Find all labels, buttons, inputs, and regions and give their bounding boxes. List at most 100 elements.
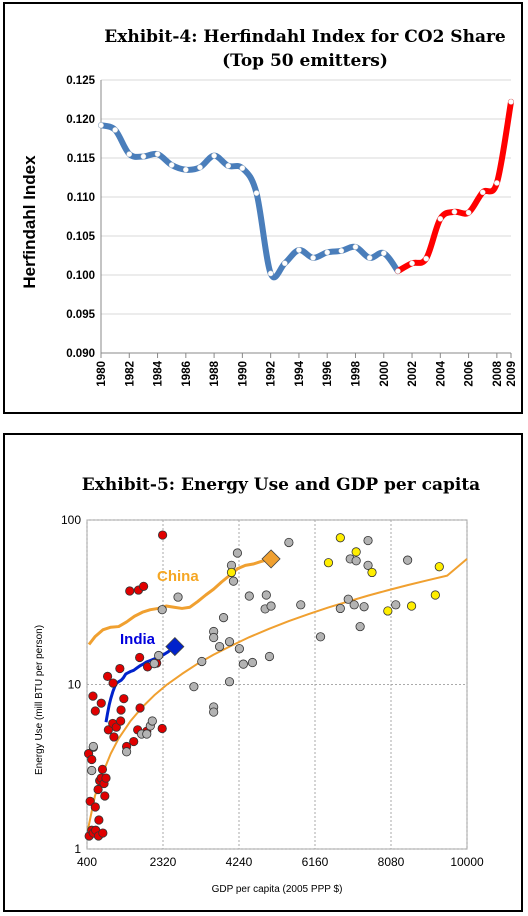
x-tick-label: 1994 [294, 360, 306, 386]
x-tick-label: 2000 [379, 361, 391, 387]
x-tick-label: 1992 [266, 361, 278, 387]
red-country-point [87, 754, 97, 765]
red-country-point [116, 716, 126, 726]
y-tick-label: 100 [61, 513, 81, 527]
red-country-point [157, 723, 167, 734]
data-point [437, 215, 444, 222]
gray-country-point [218, 613, 229, 623]
data-point [380, 250, 387, 257]
x-tick-label: 2006 [464, 361, 476, 387]
gray-country-point [315, 632, 326, 642]
gray-country-point [121, 747, 132, 757]
data-point [508, 98, 514, 105]
y-tick-label: 0.105 [66, 231, 95, 243]
china-line [87, 557, 272, 646]
india-marker [165, 637, 185, 657]
data-point [338, 247, 345, 254]
data-point [253, 190, 260, 196]
x-tick-label: 2008 [492, 360, 504, 386]
red-country-point [119, 694, 129, 704]
yellow-country-point [226, 567, 237, 578]
india-label: India [120, 631, 156, 648]
data-point [182, 166, 189, 173]
data-point [465, 209, 472, 216]
red-country-point [94, 815, 104, 825]
data-point [168, 162, 175, 168]
gray-country-point [244, 591, 254, 601]
x-tick-label: 2009 [506, 361, 518, 387]
y-tick-label: 0.125 [66, 75, 95, 87]
red-country-point [109, 732, 119, 742]
x-tick-label: 2002 [407, 361, 419, 387]
data-point [112, 127, 118, 133]
red-country-point [108, 678, 118, 688]
energy-gdp-chart: Exhibit-5: Energy Use and GDP per capita… [34, 475, 484, 895]
red-country-point [101, 773, 111, 783]
gray-country-point [234, 644, 244, 654]
yellow-country-point [323, 558, 334, 568]
data-point [494, 180, 500, 186]
yellow-country-point [351, 547, 361, 557]
gray-country-point [224, 637, 235, 647]
y-tick-label: 10 [68, 678, 82, 692]
y-tick-label: 1 [74, 842, 81, 856]
exhibit-4-panel: Exhibit-4: Herfindahl Index for CO2 Shar… [3, 2, 523, 414]
y-axis-label: Herfindahl Index [20, 155, 39, 289]
red-country-point [100, 791, 110, 801]
gray-country-point [391, 600, 401, 610]
gray-country-point [238, 659, 248, 669]
india-line [104, 645, 176, 723]
trend-line [86, 558, 468, 831]
gray-country-point [261, 590, 271, 600]
data-point [296, 247, 302, 253]
x-tick-label: 1980 [96, 361, 108, 387]
y-axis-label: Energy Use (mill BTU per person) [34, 625, 45, 775]
gray-country-point [264, 651, 275, 662]
gray-country-point [335, 603, 345, 614]
gray-country-point [87, 765, 97, 776]
yellow-country-point [335, 533, 345, 543]
data-point [225, 162, 232, 169]
chart-subtitle: (Top 50 emitters) [222, 51, 388, 71]
data-point [395, 268, 401, 274]
yellow-country-point [367, 567, 377, 578]
red-country-point [139, 581, 149, 591]
x-tick-label: 1996 [322, 361, 334, 387]
data-point [98, 122, 104, 129]
red-country-point [85, 796, 95, 806]
herfindahl-chart: Exhibit-4: Herfindahl Index for CO2 Shar… [20, 27, 518, 387]
gray-country-point [149, 658, 159, 669]
data-point [154, 151, 161, 157]
x-tick-label: 10000 [450, 855, 484, 869]
gray-country-point [403, 555, 413, 565]
gray-country-point [359, 602, 369, 612]
red-country-point [116, 705, 126, 715]
y-tick-label: 0.120 [66, 114, 95, 126]
x-tick-label: 6160 [302, 855, 329, 869]
gray-country-point [224, 677, 235, 687]
red-country-point [125, 586, 135, 596]
red-country-point [102, 671, 113, 682]
gray-country-point [142, 729, 152, 739]
gray-country-point [355, 621, 365, 632]
exhibit-5-panel: Exhibit-5: Energy Use and GDP per capita… [3, 433, 523, 912]
red-country-point [96, 698, 106, 708]
y-tick-label: 0.115 [67, 153, 96, 165]
data-point [352, 244, 359, 250]
data-point [281, 260, 288, 267]
china-marker [261, 549, 281, 569]
y-tick-label: 0.110 [67, 192, 95, 204]
chart-title: Exhibit-5: Energy Use and GDP per capita [82, 475, 480, 495]
data-point [140, 153, 147, 160]
gray-country-point [247, 657, 258, 668]
gray-country-point [215, 641, 225, 652]
chart-title: Exhibit-4: Herfindahl Index for CO2 Shar… [104, 27, 506, 47]
data-point [423, 255, 430, 262]
gray-country-point [197, 656, 207, 667]
y-tick-label: 0.100 [66, 270, 95, 282]
yellow-country-point [406, 601, 417, 611]
x-tick-label: 1984 [153, 360, 165, 386]
gray-country-point [351, 556, 361, 566]
gray-country-point [228, 576, 239, 586]
x-tick-label: 8080 [378, 855, 405, 869]
